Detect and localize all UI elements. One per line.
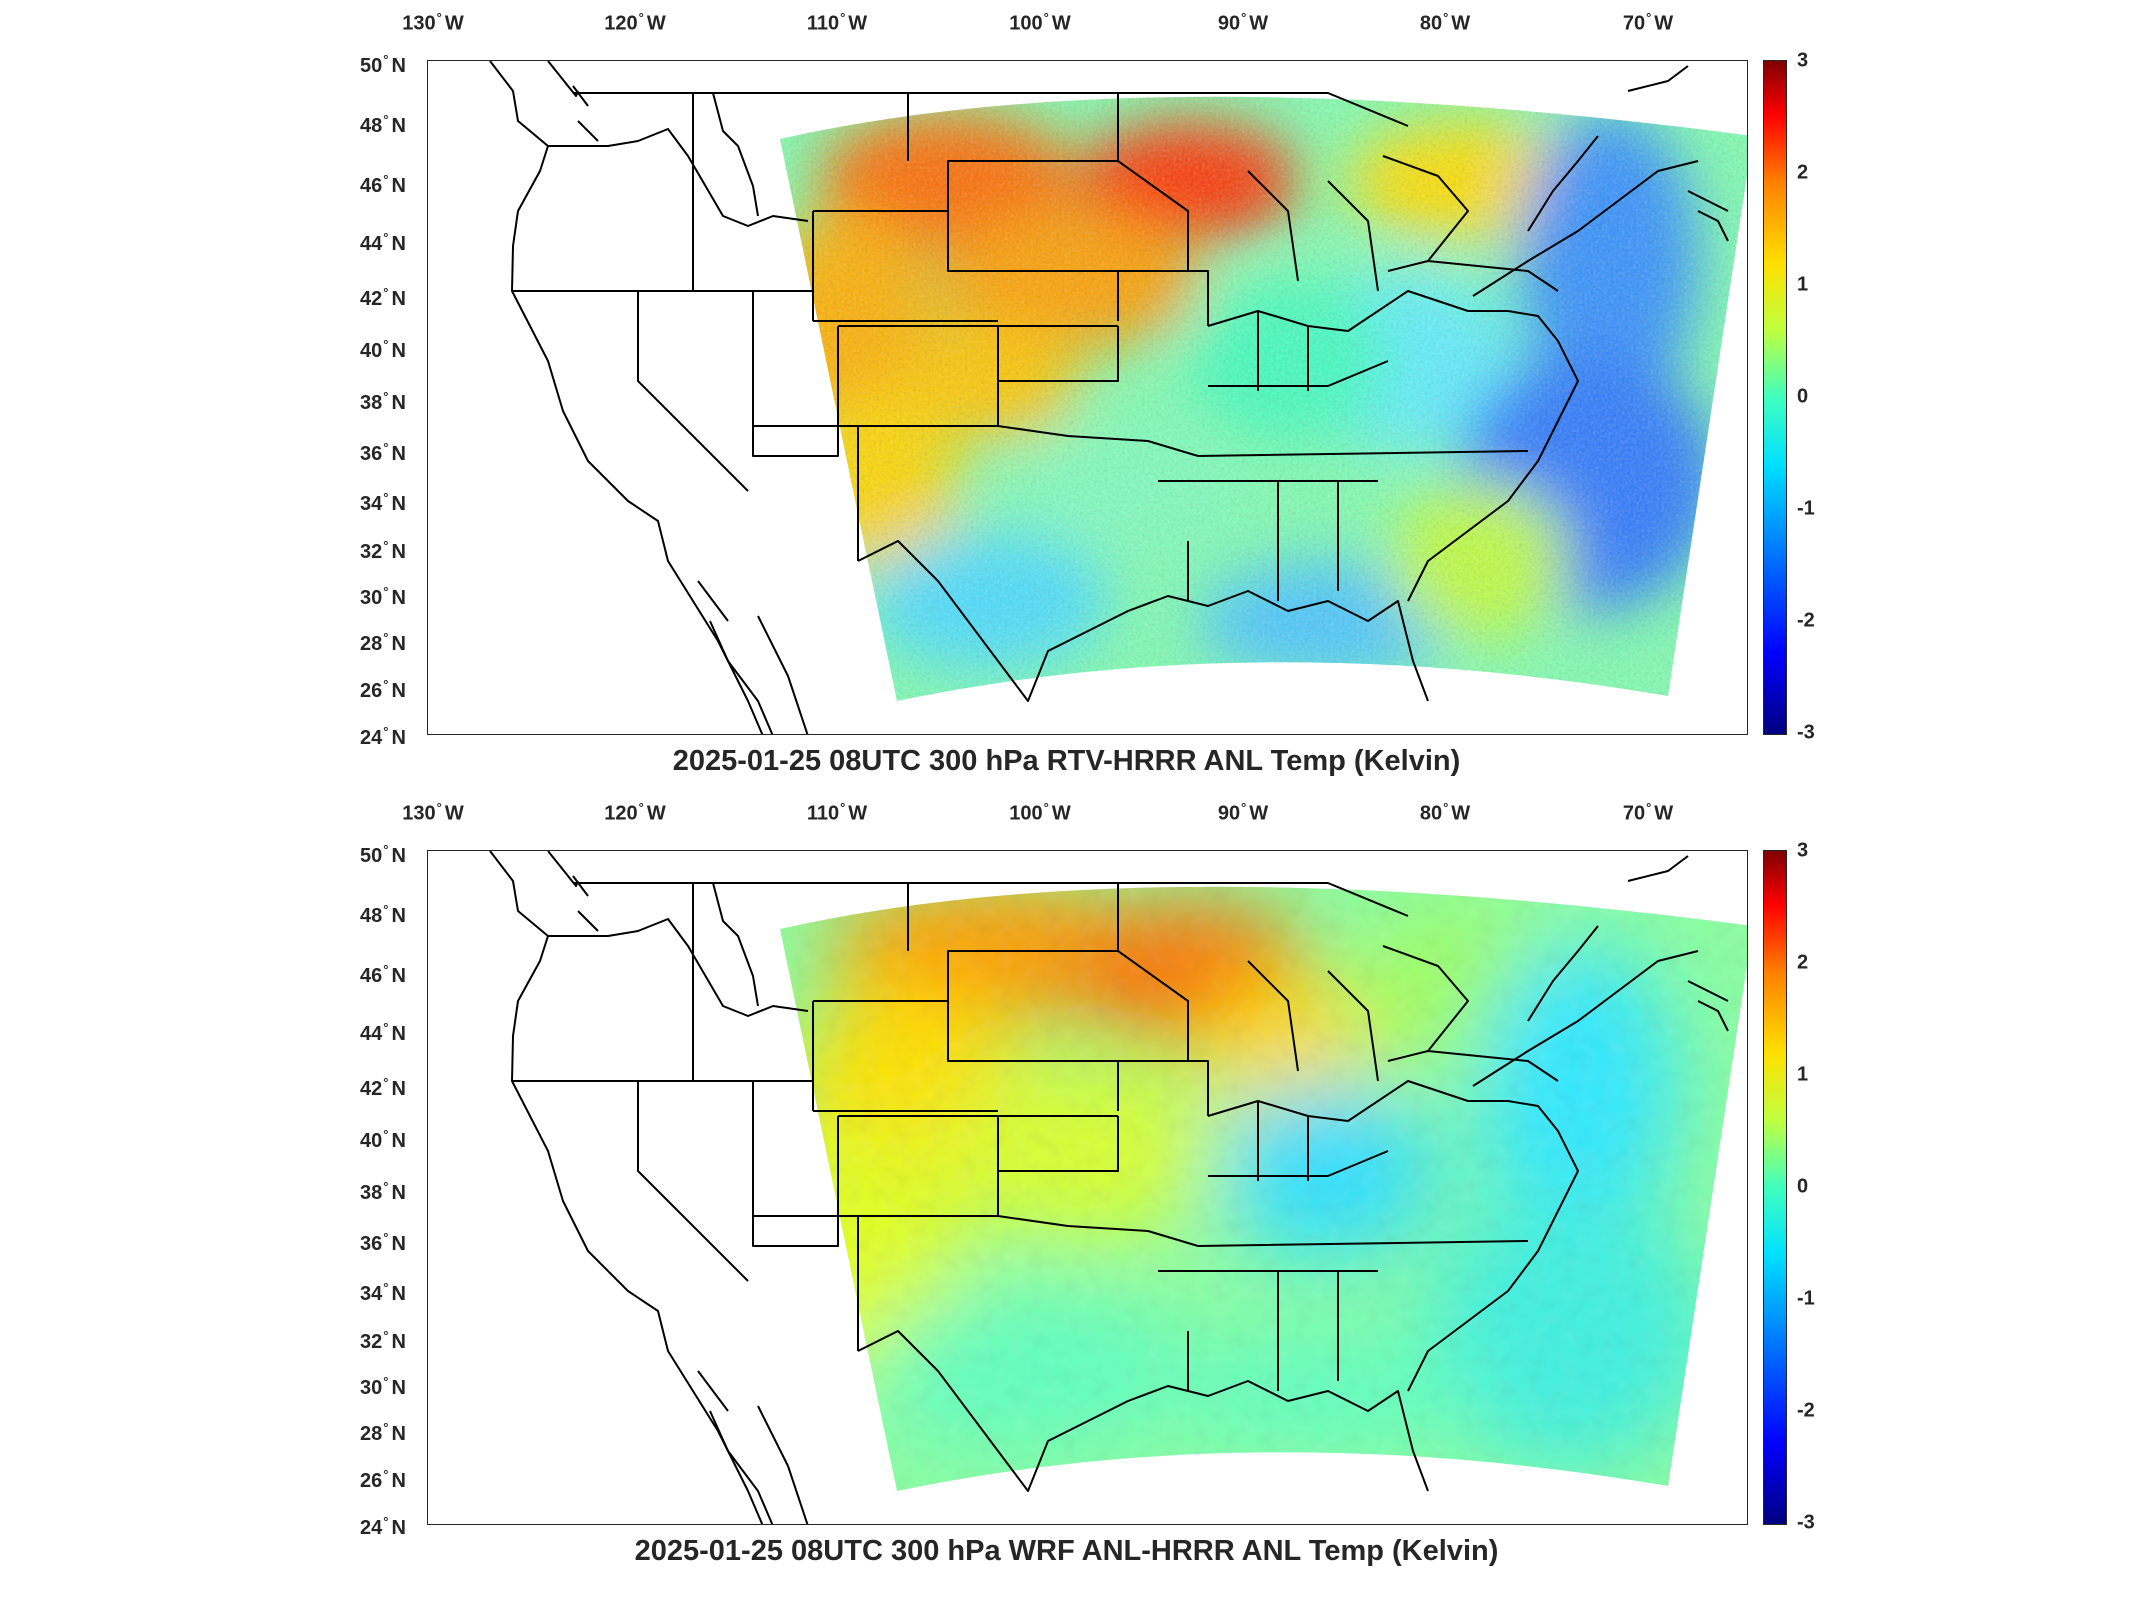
lat-label-44: 44° N	[360, 230, 406, 255]
temperature-difference-map-rtv	[489, 61, 1747, 734]
lon-label-80: 80° W	[1419, 10, 1471, 35]
lon-label-100: 100° W	[1009, 10, 1071, 35]
lat-label-38: 38° N	[360, 1179, 406, 1204]
lat-label-36: 36° N	[360, 1230, 406, 1255]
lat-label-26: 26° N	[360, 1467, 406, 1492]
lon-label-100: 100° W	[1009, 800, 1071, 825]
lat-label-48: 48° N	[360, 902, 406, 927]
colorbar-top	[1763, 60, 1787, 735]
lon-label-110: 110° W	[806, 10, 868, 35]
lat-label-40: 40° N	[360, 1127, 406, 1152]
lat-label-24: 24° N	[360, 724, 406, 749]
lat-label-38: 38° N	[360, 389, 406, 414]
lon-label-90: 90° W	[1217, 10, 1269, 35]
colorbar-tick-3: 3	[1797, 49, 1809, 72]
colorbar-tick--2: -2	[1797, 609, 1815, 632]
coastline-and-borders	[489, 851, 1729, 1524]
lat-label-32: 32° N	[360, 1328, 406, 1353]
lat-label-42: 42° N	[360, 285, 406, 310]
colorbar-tick-0: 0	[1797, 1175, 1809, 1198]
colorbar-bottom	[1763, 850, 1787, 1525]
lon-label-90: 90° W	[1217, 800, 1269, 825]
lat-label-50: 50° N	[360, 842, 406, 867]
bottom-map-panel: 130° W 120° W 110° W 100° W 90° W 80° W 70° W 50° N 48°…	[0, 790, 2133, 1590]
lat-label-50: 50° N	[360, 52, 406, 77]
coastline-and-borders	[489, 61, 1729, 734]
lon-label-80: 80° W	[1419, 800, 1471, 825]
colorbar-tick--3: -3	[1797, 1511, 1815, 1534]
colorbar-tick-2: 2	[1797, 951, 1809, 974]
lon-label-70: 70° W	[1622, 10, 1674, 35]
temperature-difference-map-wrf	[489, 851, 1747, 1524]
lat-label-44: 44° N	[360, 1020, 406, 1045]
lat-label-30: 30° N	[360, 584, 406, 609]
colorbar-tick--1: -1	[1797, 497, 1815, 520]
lon-label-120: 120° W	[604, 10, 666, 35]
lat-label-42: 42° N	[360, 1075, 406, 1100]
lat-label-26: 26° N	[360, 677, 406, 702]
map-frame-rtv	[427, 60, 1748, 735]
lat-label-28: 28° N	[360, 1420, 406, 1445]
colorbar-tick-1: 1	[1797, 1063, 1809, 1086]
lat-label-32: 32° N	[360, 538, 406, 563]
lon-label-120: 120° W	[604, 800, 666, 825]
panel-title-top: 2025-01-25 08UTC 300 hPa RTV-HRRR ANL Te…	[672, 745, 1461, 777]
lon-label-70: 70° W	[1622, 800, 1674, 825]
lat-label-28: 28° N	[360, 630, 406, 655]
colorbar-tick--2: -2	[1797, 1399, 1815, 1422]
colorbar-tick--1: -1	[1797, 1287, 1815, 1310]
lon-label-130: 130° W	[402, 10, 464, 35]
temperature-field	[780, 886, 1747, 1491]
lat-label-48: 48° N	[360, 112, 406, 137]
lon-label-110: 110° W	[806, 800, 868, 825]
map-frame-wrf	[427, 850, 1748, 1525]
lat-label-40: 40° N	[360, 337, 406, 362]
lat-label-34: 34° N	[360, 490, 406, 515]
colorbar-tick-2: 2	[1797, 161, 1809, 184]
lat-label-30: 30° N	[360, 1374, 406, 1399]
lat-label-34: 34° N	[360, 1280, 406, 1305]
colorbar-tick--3: -3	[1797, 721, 1815, 744]
lon-label-130: 130° W	[402, 800, 464, 825]
temperature-field	[780, 96, 1747, 701]
colorbar-tick-0: 0	[1797, 385, 1809, 408]
colorbar-tick-1: 1	[1797, 273, 1809, 296]
lat-label-36: 36° N	[360, 440, 406, 465]
lat-label-46: 46° N	[360, 172, 406, 197]
lat-label-46: 46° N	[360, 962, 406, 987]
colorbar-tick-3: 3	[1797, 839, 1809, 862]
top-map-panel: 130° W 120° W 110° W 100° W 90° W 80° W 70° W 50° N 48°…	[360, 10, 1815, 777]
lat-label-24: 24° N	[360, 1514, 406, 1539]
panel-title-bottom: 2025-01-25 08UTC 300 hPa WRF ANL-HRRR AN…	[634, 1535, 1499, 1567]
